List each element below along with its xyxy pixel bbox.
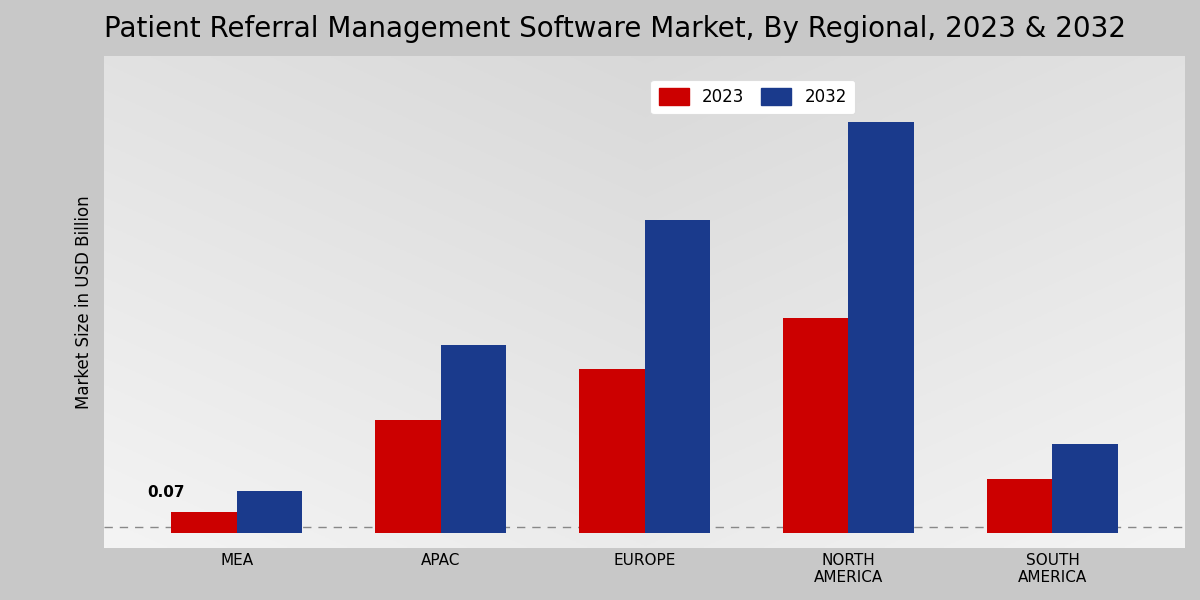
Bar [376,420,440,533]
Bar [580,369,644,533]
Bar [784,319,848,533]
Bar [172,512,236,533]
Y-axis label: Market Size in USD Billion: Market Size in USD Billion [74,195,94,409]
Legend: 2023, 2032: 2023, 2032 [650,80,856,115]
Bar [988,479,1052,533]
Text: Patient Referral Management Software Market, By Regional, 2023 & 2032: Patient Referral Management Software Mar… [104,15,1126,43]
Bar [440,345,506,533]
Bar [236,491,302,533]
Bar [1052,443,1117,533]
Text: 0.07: 0.07 [146,485,185,500]
Bar [644,220,710,533]
Bar [848,122,913,533]
